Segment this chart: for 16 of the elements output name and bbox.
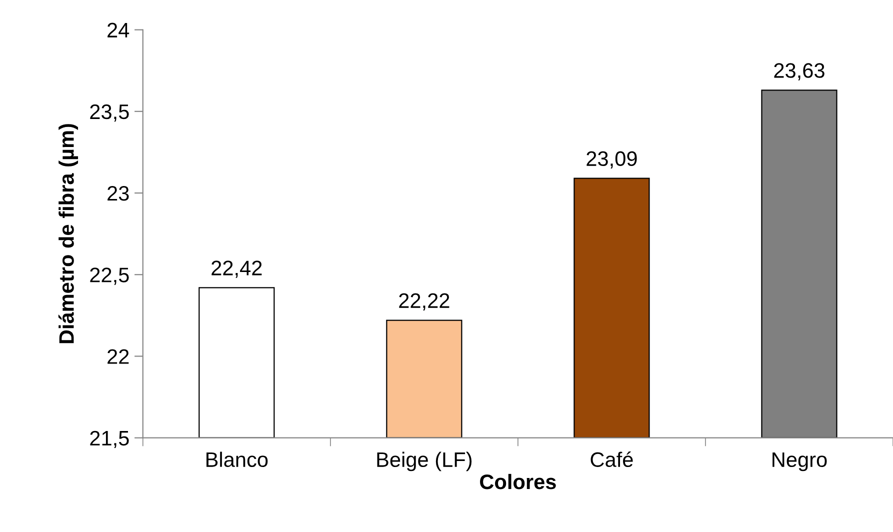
y-tick-label: 22,5 [90,268,129,285]
y-tick-label: 22 [108,349,129,364]
data-label: 22,22 [399,293,450,310]
y-tick-label: 21,5 [90,430,129,448]
data-label: 23,09 [586,151,637,168]
x-tick-label: Beige (LF) [377,452,472,472]
y-tick-label: 23,5 [90,104,129,122]
data-label: 23,63 [774,63,824,80]
y-axis-title: Diámetro de fibra (µm) [58,124,78,344]
y-tick-label: 24 [108,22,130,38]
x-tick-label: Negro [772,452,827,472]
y-tick-label: 23 [108,186,129,201]
x-tick-label: Blanco [206,452,268,468]
data-label: 22,42 [212,260,262,278]
x-axis-title: Colores [480,474,556,490]
x-tick-label: Café [590,451,633,468]
